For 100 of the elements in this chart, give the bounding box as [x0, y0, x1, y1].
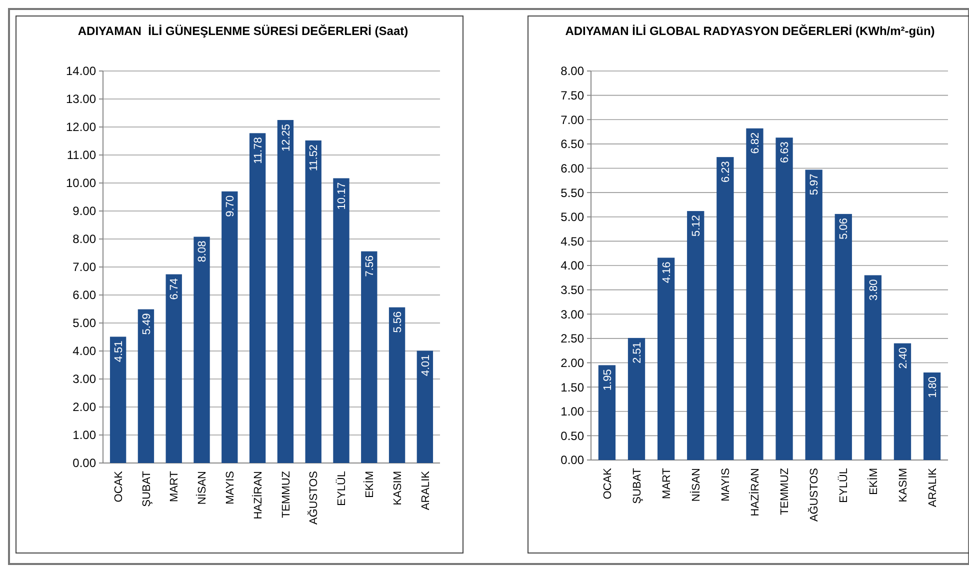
x-tick-label: KASIM	[897, 468, 910, 502]
data-label: 5.56	[392, 311, 404, 333]
y-tick-label: 14.00	[66, 64, 96, 78]
bar	[110, 336, 126, 463]
data-label: 5.06	[838, 218, 850, 240]
data-label: 3.80	[868, 279, 880, 301]
y-tick-label: 5.50	[560, 186, 584, 200]
y-tick-label: 12.00	[66, 120, 96, 134]
bar	[716, 157, 734, 460]
data-label: 5.97	[808, 174, 821, 196]
x-tick-label: ŞUBAT	[140, 470, 153, 507]
data-label: 7.56	[364, 255, 376, 277]
data-label: 9.70	[224, 195, 237, 217]
y-tick-label: 6.50	[560, 137, 584, 152]
data-label: 5.49	[140, 313, 153, 335]
bar	[923, 372, 941, 460]
data-label: 5.12	[690, 215, 702, 236]
chart-title: ADIYAMAN İLİ GLOBAL RADYASYON DEĞERLERİ (KWh/m²-gün)	[565, 24, 935, 38]
bar	[222, 191, 238, 463]
bar	[249, 133, 266, 463]
bar	[864, 275, 882, 460]
bar	[628, 338, 646, 460]
y-tick-label: 10.00	[66, 176, 96, 190]
y-tick-label: 13.00	[66, 92, 96, 106]
y-tick-label: 11.00	[66, 148, 96, 162]
bar	[776, 138, 793, 460]
x-tick-label: NİSAN	[196, 470, 209, 505]
x-tick-label: EYLÜL	[837, 468, 850, 503]
y-tick-label: 2.00	[72, 400, 96, 414]
bar	[277, 120, 294, 463]
data-label: 2.40	[897, 347, 910, 369]
x-tick-label: MAYIS	[224, 471, 237, 504]
x-tick-label: EKİM	[362, 471, 376, 498]
y-tick-label: 2.00	[560, 356, 584, 370]
x-tick-label: OCAK	[602, 467, 614, 500]
y-tick-label: 6.00	[72, 288, 96, 302]
bar	[305, 140, 322, 463]
x-tick-label: AĞUSTOS	[307, 471, 320, 525]
y-tick-label: 0.00	[560, 453, 584, 468]
y-tick-label: 9.00	[72, 204, 96, 218]
bar	[333, 178, 350, 463]
data-label: 11.52	[308, 144, 320, 172]
bar	[894, 343, 912, 460]
y-tick-label: 0.50	[560, 428, 584, 443]
data-label: 6.23	[720, 161, 732, 182]
y-tick-label: 4.00	[72, 344, 96, 358]
x-tick-label: EYLÜL	[335, 471, 348, 506]
y-tick-label: 3.00	[560, 307, 584, 322]
x-tick-label: OCAK	[112, 470, 125, 502]
data-label: 4.01	[420, 354, 432, 376]
bar	[598, 365, 616, 460]
data-label: 11.78	[252, 137, 264, 164]
x-tick-label: KASIM	[392, 471, 404, 506]
data-label: 1.95	[602, 369, 614, 391]
bar	[194, 236, 210, 463]
y-tick-label: 7.00	[72, 260, 96, 274]
x-tick-label: TEMMUZ	[280, 470, 292, 518]
bar	[166, 274, 182, 463]
y-tick-label: 0.00	[72, 456, 96, 470]
bar	[805, 170, 822, 460]
y-tick-label: 7.00	[560, 112, 584, 127]
bar	[834, 214, 852, 460]
y-tick-label: 3.00	[72, 372, 96, 386]
bar	[361, 251, 378, 463]
y-tick-label: 5.00	[560, 210, 584, 224]
data-label: 10.17	[336, 182, 348, 210]
data-label: 1.80	[926, 376, 939, 398]
x-tick-label: HAZİRAN	[251, 470, 264, 520]
y-tick-label: 4.00	[560, 258, 584, 273]
y-tick-label: 5.00	[72, 316, 96, 330]
x-tick-label: MART	[660, 468, 673, 499]
data-label: 8.08	[196, 240, 209, 262]
x-tick-label: HAZİRAN	[748, 468, 762, 516]
bar	[138, 309, 154, 463]
x-tick-label: ARALIK	[420, 470, 432, 510]
x-tick-label: NİSAN	[689, 468, 702, 502]
x-tick-label: MART	[168, 470, 181, 502]
x-tick-label: MAYIS	[720, 468, 732, 502]
x-tick-label: TEMMUZ	[779, 468, 792, 516]
bar	[657, 258, 675, 460]
y-tick-label: 1.50	[560, 380, 584, 394]
bar	[687, 211, 704, 460]
x-tick-label: ŞUBAT	[631, 468, 644, 504]
data-label: 6.74	[168, 278, 181, 300]
y-tick-label: 1.00	[560, 404, 584, 419]
y-tick-label: 8.00	[72, 232, 96, 246]
y-tick-label: 7.50	[560, 88, 584, 103]
x-tick-label: EKİM	[866, 468, 880, 495]
data-label: 6.63	[779, 142, 792, 164]
y-tick-label: 6.00	[560, 161, 584, 176]
bar	[416, 350, 434, 463]
bar	[388, 307, 406, 463]
y-tick-label: 2.50	[560, 332, 584, 346]
y-tick-label: 4.50	[560, 234, 584, 248]
data-label: 6.82	[750, 132, 762, 154]
data-label: 12.25	[280, 124, 292, 152]
data-label: 4.51	[112, 340, 125, 362]
bar	[746, 128, 764, 460]
y-tick-label: 8.00	[560, 64, 584, 78]
y-tick-label: 3.50	[560, 283, 584, 298]
